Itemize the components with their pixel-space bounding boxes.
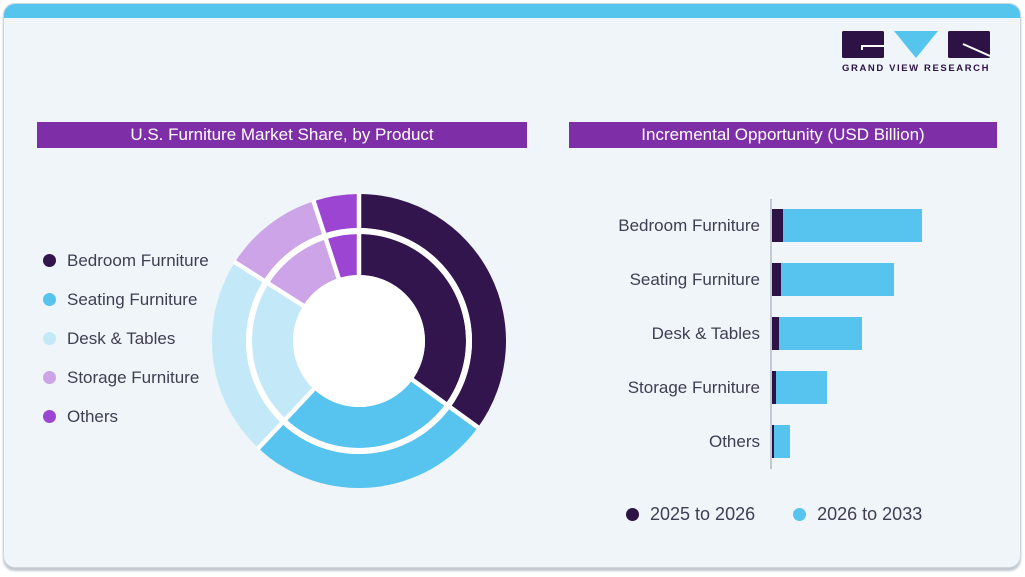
bar-category-label: Seating Furniture <box>629 269 760 289</box>
legend-dot-icon <box>43 254 56 267</box>
bar-segment <box>772 263 781 296</box>
bar-row: Storage Furniture <box>594 371 1014 404</box>
bar-segment <box>779 317 862 350</box>
bar-legend-label: 2026 to 2033 <box>817 503 923 524</box>
bar-row: Desk & Tables <box>594 317 1014 350</box>
bar-chart-axis-line <box>770 199 772 469</box>
bar-row: Others <box>594 425 1014 458</box>
donut-segment <box>234 201 325 281</box>
bar-segment <box>772 371 776 404</box>
bar-legend-label: 2025 to 2026 <box>650 503 756 524</box>
legend-dot-icon <box>793 507 807 521</box>
donut-segment <box>212 262 282 449</box>
donut-legend-label: Bedroom Furniture <box>67 250 209 270</box>
bar-segment <box>776 371 827 404</box>
donut-segment <box>313 194 359 234</box>
legend-dot-icon <box>43 371 56 384</box>
donut-chart <box>212 193 506 488</box>
bar-category-label: Desk & Tables <box>651 323 760 343</box>
bar-track <box>772 263 894 296</box>
donut-ring-gap <box>246 228 472 454</box>
donut-legend-label: Storage Furniture <box>67 367 200 387</box>
bar-track <box>772 425 790 458</box>
donut-legend-item: Storage Furniture <box>43 358 209 397</box>
bar-segment <box>772 209 783 242</box>
bar-segment <box>781 263 894 296</box>
donut-legend-label: Seating Furniture <box>67 289 198 309</box>
infographic-card: GRAND VIEW RESEARCH U.S. Furniture Marke… <box>3 3 1021 568</box>
legend-dot-icon <box>43 332 56 345</box>
bar-track <box>772 371 827 404</box>
donut-chart-title: U.S. Furniture Market Share, by Product <box>37 122 527 148</box>
bar-row: Bedroom Furniture <box>594 209 1014 242</box>
donut-legend-item: Seating Furniture <box>43 280 209 319</box>
bar-segment <box>772 317 779 350</box>
gvr-logo-icon <box>842 31 990 58</box>
bar-segment <box>783 209 922 242</box>
bar-row: Seating Furniture <box>594 263 1014 296</box>
donut-chart-legend: Bedroom Furniture Seating Furniture Desk &… <box>43 241 209 436</box>
legend-dot-icon <box>43 293 56 306</box>
donut-segment <box>325 234 359 279</box>
legend-dot-icon <box>43 410 56 423</box>
donut-legend-item: Desk & Tables <box>43 319 209 358</box>
donut-segment-separator <box>406 374 481 430</box>
donut-legend-label: Desk & Tables <box>67 328 176 348</box>
top-accent-strip <box>4 4 1020 18</box>
logo-wordmark: GRAND VIEW RESEARCH <box>842 63 991 74</box>
bar-segment <box>772 425 774 458</box>
bar-category-label: Bedroom Furniture <box>618 215 760 235</box>
grand-view-research-logo: GRAND VIEW RESEARCH <box>842 31 990 74</box>
donut-hole <box>293 275 425 407</box>
donut-segment <box>359 194 506 428</box>
donut-segment-separator <box>232 259 310 311</box>
legend-dot-icon <box>626 507 639 521</box>
donut-segment-separator <box>311 199 343 285</box>
bar-track <box>772 209 922 242</box>
bar-legend-item: 2026 to 2033 <box>793 503 922 525</box>
donut-legend-label: Others <box>67 406 119 426</box>
donut-legend-item: Bedroom Furniture <box>43 241 209 280</box>
bar-chart: Bedroom Furniture Seating Furniture Desk &… <box>594 209 1014 479</box>
bar-chart-title: Incremental Opportunity (USD Billion) <box>569 122 997 148</box>
donut-segment <box>268 239 339 306</box>
donut-chart-svg <box>212 193 506 488</box>
bar-track <box>772 317 862 350</box>
donut-legend-item: Others <box>43 397 209 436</box>
bar-category-label: Others <box>708 431 760 451</box>
donut-segment <box>359 234 466 404</box>
donut-segment-separator <box>256 383 320 451</box>
bar-legend-item: 2025 to 2026 <box>626 503 755 525</box>
bar-chart-legend: 2025 to 2026 2026 to 2033 <box>626 503 960 525</box>
bar-segment <box>774 425 790 458</box>
bar-category-label: Storage Furniture <box>627 377 760 397</box>
donut-segment <box>285 379 446 448</box>
donut-segment <box>252 283 314 419</box>
donut-segment <box>258 407 478 488</box>
